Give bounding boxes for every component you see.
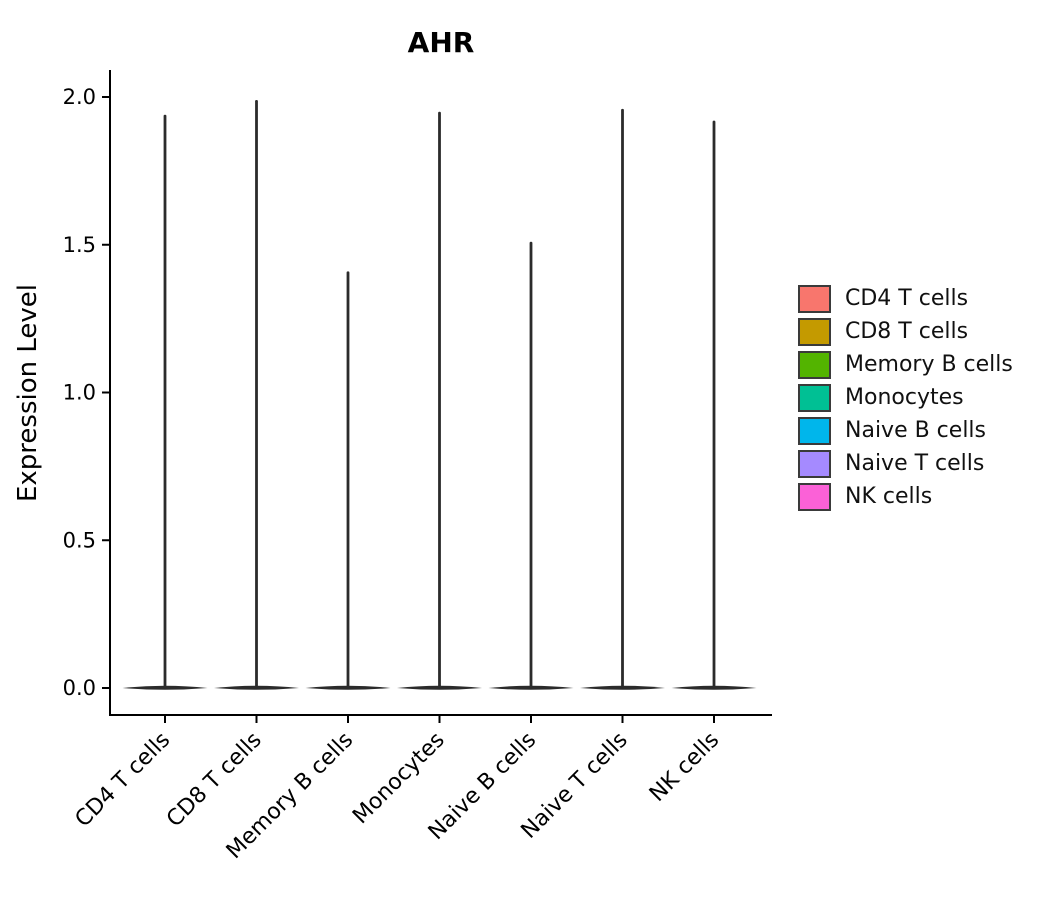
legend: CD4 T cells CD8 T cells Memory B cells Mono… xyxy=(798,285,1013,516)
violin-spike xyxy=(163,114,167,688)
legend-row: CD4 T cells xyxy=(798,285,1013,313)
legend-key-swatch xyxy=(798,384,831,412)
violin-spike xyxy=(712,120,716,687)
y-tick-label: 1.5 xyxy=(63,233,96,257)
violin-base xyxy=(488,685,574,690)
legend-key-swatch xyxy=(798,351,831,379)
legend-row: Naive B cells xyxy=(798,417,1013,445)
legend-row: NK cells xyxy=(798,483,1013,511)
legend-label: Memory B cells xyxy=(845,352,1013,377)
violin-base xyxy=(122,685,208,690)
legend-row: CD8 T cells xyxy=(798,318,1013,346)
violin-spike xyxy=(438,111,441,687)
legend-label: Naive T cells xyxy=(845,451,985,476)
y-tick-label: 2.0 xyxy=(63,85,96,109)
y-axis-ticks: 0.0 0.5 1.0 1.5 2.0 xyxy=(63,85,110,700)
violins xyxy=(122,99,757,690)
violin-spike xyxy=(621,108,624,687)
violin-spike xyxy=(255,99,258,687)
y-tick-label: 0.0 xyxy=(63,676,96,700)
violin-base xyxy=(397,685,482,690)
violin-spike xyxy=(346,271,350,687)
legend-label: CD4 T cells xyxy=(845,286,969,311)
legend-row: Monocytes xyxy=(798,384,1013,412)
legend-key-swatch xyxy=(798,318,831,346)
violin-spike xyxy=(529,241,533,688)
violin-base xyxy=(671,685,757,690)
x-tick-label: CD4 T cells xyxy=(71,728,176,833)
y-tick-label: 0.5 xyxy=(63,528,96,552)
x-tick-label: Monocytes xyxy=(348,728,450,830)
violin-base xyxy=(214,685,299,690)
legend-label: Naive B cells xyxy=(845,418,987,443)
violin-base xyxy=(580,685,665,690)
legend-key-swatch xyxy=(798,483,831,511)
legend-row: Naive T cells xyxy=(798,450,1013,478)
x-tick-label: NK cells xyxy=(645,728,724,807)
legend-label: NK cells xyxy=(845,484,933,509)
legend-key-swatch xyxy=(798,450,831,478)
legend-row: Memory B cells xyxy=(798,351,1013,379)
legend-key-swatch xyxy=(798,285,831,313)
legend-key-swatch xyxy=(798,417,831,445)
y-axis-title: Expression Level xyxy=(13,284,43,502)
legend-label: CD8 T cells xyxy=(845,319,969,344)
y-tick-label: 1.0 xyxy=(63,381,96,405)
legend-label: Monocytes xyxy=(845,385,964,410)
plot-title: AHR xyxy=(408,26,475,59)
violin-base xyxy=(305,685,391,690)
